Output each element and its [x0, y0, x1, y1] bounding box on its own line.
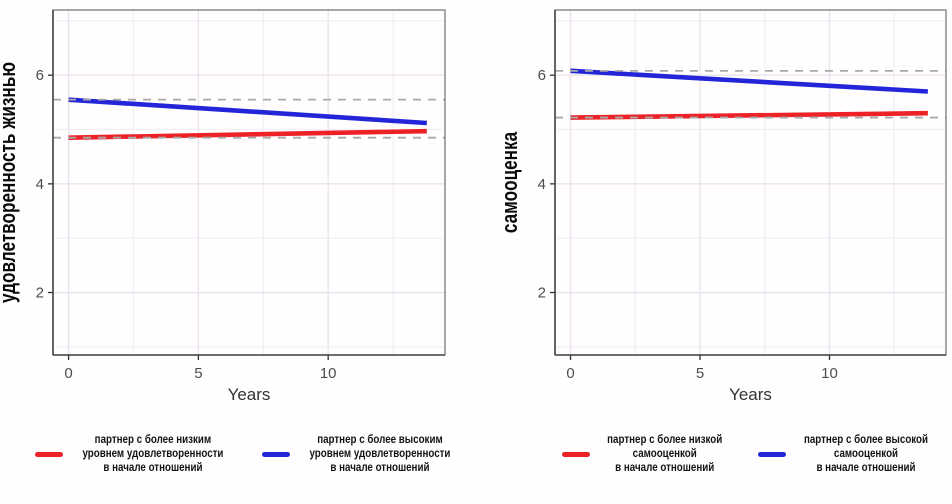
series-line-blue [570, 68, 929, 94]
grid-major [53, 10, 445, 355]
x-tick-labels: 0 5 10 [64, 365, 336, 382]
svg-text:6: 6 [538, 67, 546, 84]
y-tick-labels: 2 4 6 [538, 67, 546, 301]
plot-svg: 2 4 6 0 5 10 Years удовлетворенность жизнью [0, 9, 446, 404]
chart-self-esteem: 2 4 6 0 5 10 Years самооценка партнер с более ни… [476, 0, 952, 504]
x-axis-title: Years [228, 385, 271, 404]
svg-text:6: 6 [36, 67, 44, 84]
legend-line-swatch [758, 451, 787, 457]
panel-background [53, 10, 445, 355]
legend-entry-blue: партнер с более высоким уровнем удовлетво… [262, 433, 463, 475]
tick-marks [48, 74, 329, 360]
legend-line-swatch [262, 451, 290, 457]
svg-text:4: 4 [538, 176, 546, 193]
series-line-blue [68, 97, 427, 126]
svg-text:2: 2 [36, 285, 44, 302]
legend-entry-red: партнер с более низким уровнем удовлетвор… [35, 433, 236, 475]
tick-marks [550, 74, 831, 360]
chart-life-satisfaction: 2 4 6 0 5 10 Years удовлетворенность жизнью парт… [0, 9, 450, 475]
legend: партнер с более низкой самооценкой в начал… [555, 433, 946, 475]
axis-lines [52, 10, 445, 356]
legend-line-swatch [35, 451, 64, 457]
grid-minor [555, 10, 946, 355]
svg-text:4: 4 [36, 176, 44, 193]
x-tick-labels: 0 5 10 [566, 365, 837, 382]
grid-minor [53, 10, 445, 355]
svg-text:10: 10 [821, 365, 838, 382]
legend-label: партнер с более высокой самооценкой в нача… [804, 434, 929, 475]
legend-entry-red: партнер с более низкой самооценкой в начал… [561, 433, 732, 475]
panel-background [555, 10, 946, 355]
y-axis-title: самооценка [498, 131, 523, 233]
svg-text:10: 10 [320, 365, 337, 382]
legend-label: партнер с более низкой самооценкой в начал… [606, 434, 723, 475]
svg-text:5: 5 [696, 365, 704, 382]
y-tick-labels: 2 4 6 [36, 67, 44, 301]
legend-entry-blue: партнер с более высокой самооценкой в нача… [758, 433, 939, 475]
plot-svg: 2 4 6 0 5 10 Years самооценка [498, 9, 947, 404]
svg-text:5: 5 [194, 365, 202, 382]
axis-lines [554, 10, 946, 356]
svg-text:2: 2 [538, 285, 546, 302]
x-axis-title: Years [729, 385, 772, 404]
svg-text:0: 0 [566, 365, 574, 382]
y-axis-title: удовлетворенность жизнью [0, 62, 21, 303]
legend: партнер с более низким уровнем удовлетвор… [35, 433, 450, 475]
series-line-red [68, 128, 427, 140]
svg-text:0: 0 [64, 365, 72, 382]
legend-label: партнер с более низким уровнем удовлетвор… [82, 434, 224, 475]
legend-line-swatch [561, 451, 590, 457]
legend-label: партнер с более высоким уровнем удовлетво… [309, 434, 451, 475]
